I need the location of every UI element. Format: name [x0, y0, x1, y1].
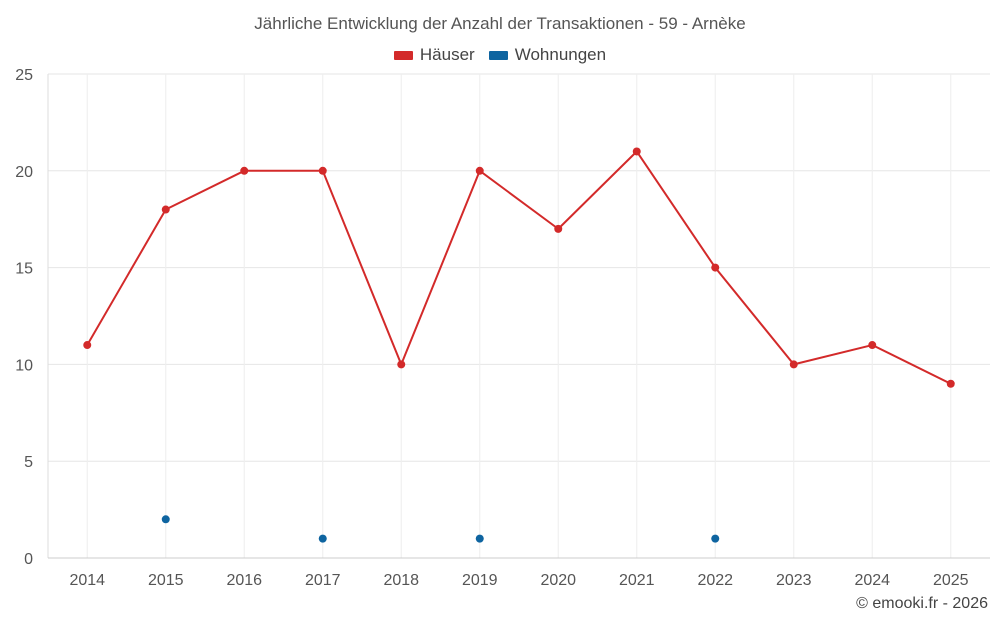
- data-point-haeuser: [711, 263, 720, 272]
- data-point-wohnungen: [161, 515, 170, 524]
- x-tick-label: 2025: [933, 572, 969, 589]
- data-point-haeuser: [554, 224, 563, 233]
- data-point-haeuser: [789, 360, 798, 369]
- data-point-wohnungen: [711, 534, 720, 543]
- x-tick-label: 2022: [697, 572, 733, 589]
- data-point-haeuser: [868, 341, 877, 350]
- data-point-haeuser: [632, 147, 641, 156]
- data-point-haeuser: [946, 379, 955, 388]
- data-point-haeuser: [397, 360, 406, 369]
- y-tick-label: 10: [15, 357, 33, 374]
- data-point-wohnungen: [318, 534, 327, 543]
- x-tick-label: 2014: [69, 572, 105, 589]
- x-tick-label: 2021: [619, 572, 655, 589]
- x-tick-label: 2019: [462, 572, 498, 589]
- credit-text: © emooki.fr - 2026: [856, 595, 988, 612]
- y-tick-label: 25: [15, 67, 33, 84]
- legend: Häuser Wohnungen: [0, 45, 1000, 65]
- data-point-haeuser: [318, 166, 327, 175]
- data-point-haeuser: [161, 205, 170, 214]
- x-tick-label: 2024: [854, 572, 890, 589]
- data-point-haeuser: [240, 166, 249, 175]
- x-tick-label: 2023: [776, 572, 812, 589]
- y-tick-label: 5: [24, 454, 33, 471]
- chart-title: Jährliche Entwicklung der Anzahl der Tra…: [254, 14, 746, 33]
- series-line-haeuser: [86, 150, 952, 385]
- y-tick-label: 15: [15, 261, 33, 278]
- legend-label-wohnungen: Wohnungen: [514, 45, 607, 64]
- x-tick-label: 2015: [148, 572, 184, 589]
- legend-item-haeuser[interactable]: Häuser: [393, 45, 475, 65]
- data-point-haeuser: [475, 166, 484, 175]
- legend-item-wohnungen[interactable]: Wohnungen: [488, 45, 607, 65]
- x-tick-label: 2020: [540, 572, 576, 589]
- x-tick-label: 2016: [226, 572, 262, 589]
- x-tick-label: 2018: [383, 572, 419, 589]
- x-tick-label: 2017: [305, 572, 341, 589]
- legend-label-haeuser: Häuser: [419, 45, 475, 64]
- legend-swatch-wohnungen: [488, 50, 508, 60]
- y-tick-label: 20: [15, 164, 33, 181]
- legend-swatch-haeuser: [393, 50, 413, 60]
- data-point-haeuser: [83, 341, 92, 350]
- data-point-wohnungen: [475, 534, 484, 543]
- y-tick-label: 0: [24, 551, 33, 568]
